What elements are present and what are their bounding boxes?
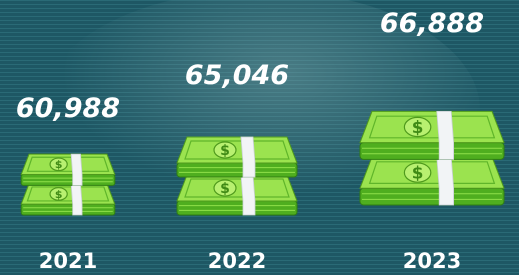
value-label: 66,888 (380, 8, 484, 39)
bundle-front (360, 143, 504, 160)
bundle-front (21, 204, 115, 215)
bundle-front (177, 201, 297, 215)
band (437, 157, 454, 205)
dollar-sign: $ (55, 188, 63, 201)
year-label: 2021 (39, 249, 97, 273)
money-stack: $$ (360, 111, 504, 205)
page: $$60,9882021$$65,0462022$$66,8882023 (()… (0, 0, 519, 275)
dollar-sign: $ (412, 163, 424, 183)
dollar-sign: $ (220, 143, 230, 159)
band (241, 175, 255, 215)
band (71, 184, 82, 215)
value-label: 65,046 (185, 60, 289, 91)
bundle-front (177, 163, 297, 177)
dollar-sign: $ (220, 181, 230, 197)
dollar-sign: $ (412, 117, 424, 137)
value-label: 60,988 (16, 93, 120, 124)
band (241, 137, 255, 177)
infographic: $$60,9882021$$65,0462022$$66,8882023 (0, 0, 519, 275)
money-stack: $$ (177, 137, 297, 215)
year-label: 2022 (208, 249, 266, 273)
bundle-front (21, 174, 115, 185)
bundle-front (360, 188, 504, 205)
year-label: 2023 (403, 249, 461, 273)
band (437, 111, 454, 159)
dollar-sign: $ (55, 158, 63, 171)
band (71, 154, 82, 185)
money-stack: $$ (21, 154, 115, 215)
